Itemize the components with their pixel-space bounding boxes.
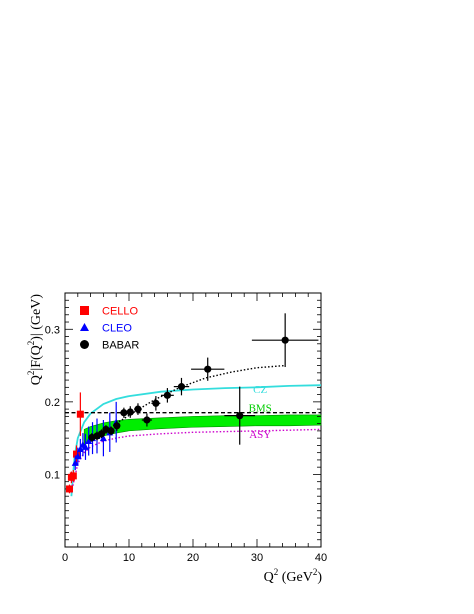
babar-marker: [152, 399, 160, 407]
babar-marker: [281, 336, 289, 344]
babar-marker: [163, 391, 171, 399]
babar-marker: [134, 405, 142, 413]
cleo-point: [81, 433, 89, 460]
tick-labels: 0 10 20 30 40 0.1 0.2 0.3: [45, 324, 327, 564]
babar-point: [113, 420, 121, 431]
legend-marker-cello: [80, 306, 89, 315]
curve-label-bms: BMS: [249, 402, 272, 414]
cello-point: [73, 445, 81, 463]
babar-marker: [204, 365, 212, 373]
curve-labels: CZ BMS ASY: [249, 384, 272, 441]
data-points: [65, 313, 319, 494]
babar-marker: [236, 412, 244, 420]
babar-point: [97, 429, 106, 439]
babar-point: [126, 406, 134, 418]
cleo-marker: [85, 437, 93, 445]
x-tick-label: 20: [187, 552, 199, 564]
cleo-marker: [99, 434, 107, 442]
legend-label-cleo: CLEO: [102, 323, 132, 335]
babar-marker: [177, 383, 186, 391]
y-tick-label: 0.1: [45, 469, 60, 481]
cello-point: [76, 392, 84, 436]
x-tick-label: 30: [251, 552, 263, 564]
y-tick-label: 0.3: [45, 324, 60, 336]
babar-point: [134, 403, 142, 415]
plot-area: CZ BMS ASY: [64, 292, 322, 548]
y-axis-title: Q2|F(Q2)| (GeV): [26, 294, 44, 386]
babar-point: [107, 426, 115, 436]
babar-marker: [113, 422, 121, 430]
babar-marker: [126, 408, 134, 416]
babar-point: [191, 357, 225, 381]
babar-marker: [97, 430, 106, 438]
curve-label-cz: CZ: [253, 384, 267, 396]
legend-marker-cleo: [80, 323, 89, 331]
cello-marker: [76, 410, 84, 418]
cleo-point: [85, 426, 93, 456]
curve-cz: [70, 384, 322, 497]
x-tick-label: 40: [315, 552, 327, 564]
cleo-marker: [74, 452, 82, 460]
bms-band-layer: [83, 414, 322, 447]
curve-asy: [70, 428, 322, 493]
babar-point: [173, 377, 190, 396]
babar-point: [151, 396, 161, 411]
legend-label-cello: CELLO: [102, 306, 139, 318]
cleo-marker: [76, 445, 84, 453]
babar-point: [251, 313, 319, 368]
cello-marker: [69, 472, 77, 480]
cello-marker: [65, 485, 73, 493]
cleo-marker: [71, 459, 79, 466]
x-tick-label: 10: [123, 552, 135, 564]
x-tick-label: 0: [62, 552, 68, 564]
x-axis-title: Q2 (GeV2): [264, 567, 323, 585]
cleo-marker: [81, 443, 89, 450]
cello-point: [69, 470, 77, 482]
tick-marks: [64, 292, 322, 548]
cleo-point: [76, 438, 84, 460]
legend-marker-babar: [80, 340, 89, 349]
y-tick-label: 0.2: [45, 397, 60, 409]
babar-point: [141, 413, 153, 427]
curve-label-asy: ASY: [249, 429, 271, 441]
babar-point: [161, 388, 174, 403]
babar-marker: [143, 416, 151, 424]
bms-band: [83, 414, 322, 447]
legend-label-babar: BABAR: [102, 340, 139, 352]
cello-point: [65, 484, 73, 494]
babar-marker: [120, 409, 128, 417]
cleo-point: [99, 420, 107, 457]
babar-point: [120, 407, 128, 418]
babar-marker: [107, 427, 115, 435]
cello-marker: [73, 450, 81, 458]
babar-point: [224, 386, 256, 445]
legend: CELLO CLEO BABAR: [80, 306, 139, 352]
